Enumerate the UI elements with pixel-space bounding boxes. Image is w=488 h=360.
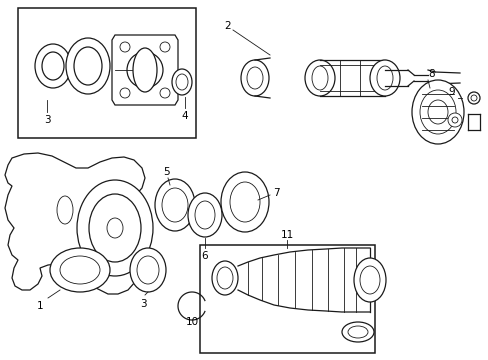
Circle shape [467,92,479,104]
Ellipse shape [241,60,268,96]
Ellipse shape [427,100,447,124]
Polygon shape [5,153,145,294]
Ellipse shape [35,44,71,88]
Text: 1: 1 [37,301,43,311]
Ellipse shape [347,326,367,338]
Text: 11: 11 [280,230,293,240]
Ellipse shape [359,266,379,294]
Text: 6: 6 [201,251,208,261]
Text: 8: 8 [428,69,434,79]
Ellipse shape [212,261,238,295]
Text: 2: 2 [224,21,231,31]
Circle shape [120,88,130,98]
Circle shape [127,52,163,88]
Ellipse shape [221,172,268,232]
Ellipse shape [155,179,195,231]
Text: 3: 3 [43,115,50,125]
Ellipse shape [229,182,260,222]
Text: 7: 7 [272,188,279,198]
Polygon shape [112,35,178,105]
Circle shape [120,42,130,52]
Ellipse shape [42,52,64,80]
Bar [200,245,374,353]
Ellipse shape [172,69,192,95]
Circle shape [160,42,170,52]
Ellipse shape [130,248,165,292]
Ellipse shape [246,67,263,89]
Ellipse shape [419,90,455,134]
Ellipse shape [187,193,222,237]
Ellipse shape [60,256,100,284]
Text: 3: 3 [140,299,146,309]
Ellipse shape [74,47,102,85]
Ellipse shape [162,188,187,222]
Ellipse shape [195,201,215,229]
Text: 10: 10 [185,317,198,327]
Ellipse shape [305,60,334,96]
Ellipse shape [411,80,463,144]
Ellipse shape [341,322,373,342]
Ellipse shape [107,218,123,238]
Ellipse shape [137,256,159,284]
Ellipse shape [353,258,385,302]
Circle shape [451,117,457,123]
Text: 5: 5 [163,167,169,177]
Circle shape [470,95,476,101]
Ellipse shape [89,194,141,262]
Circle shape [160,88,170,98]
Ellipse shape [77,180,153,276]
Text: 9: 9 [448,87,454,97]
Ellipse shape [217,267,232,289]
Ellipse shape [66,38,110,94]
Ellipse shape [376,66,392,90]
Text: 4: 4 [182,111,188,121]
Bar [18,8,196,138]
Circle shape [135,60,155,80]
Ellipse shape [50,248,110,292]
Ellipse shape [133,48,157,92]
Ellipse shape [369,60,399,96]
Circle shape [447,113,461,127]
Ellipse shape [311,66,327,90]
Ellipse shape [176,74,187,90]
Ellipse shape [57,196,73,224]
